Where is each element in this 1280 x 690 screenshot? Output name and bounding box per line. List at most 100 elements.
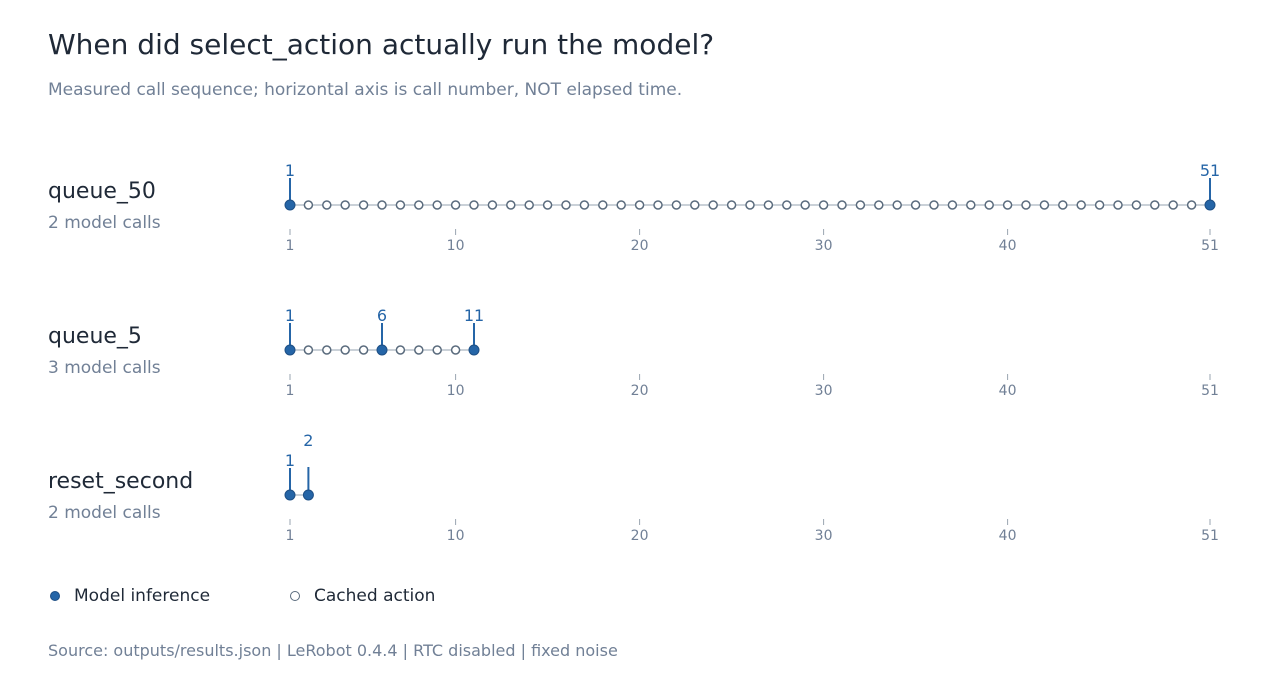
- x-tick-label: 20: [631, 383, 649, 399]
- cached-action-point: [892, 200, 902, 210]
- x-tick-label: 40: [999, 238, 1017, 254]
- row-name: reset_second: [48, 469, 194, 494]
- cached-action-point: [579, 200, 590, 210]
- x-tick-label: 51: [1201, 528, 1219, 544]
- x-tick-label: 40: [999, 383, 1017, 399]
- cached-action-point: [726, 200, 737, 210]
- legend-label-inference: Model inference: [74, 586, 211, 606]
- cached-action-point: [506, 200, 516, 210]
- model-inference-point: [284, 199, 296, 211]
- cached-action-point: [1131, 200, 1142, 210]
- cached-action-point: [1002, 200, 1013, 210]
- inference-call-label: 1: [285, 306, 295, 325]
- cached-action-point: [598, 200, 608, 210]
- x-tick-label: 10: [447, 383, 465, 399]
- x-tick-label: 20: [631, 528, 649, 544]
- cached-action-point: [414, 345, 424, 355]
- chart-title: When did select_action actually run the …: [48, 28, 715, 61]
- row-name: queue_5: [48, 324, 142, 349]
- cached-action-point: [414, 200, 424, 210]
- model-inference-point: [284, 344, 296, 356]
- x-tick-label: 51: [1201, 238, 1219, 254]
- cached-action-point: [690, 200, 700, 210]
- filled-dot-icon: [50, 591, 60, 601]
- cached-action-point: [395, 200, 406, 210]
- cached-action-point: [782, 200, 792, 210]
- cached-action-point: [1168, 200, 1178, 210]
- cached-action-point: [929, 200, 939, 210]
- inference-call-label: 51: [1200, 161, 1220, 180]
- x-tick-label: 30: [815, 528, 833, 544]
- cached-action-point: [469, 200, 479, 210]
- cached-action-point: [745, 200, 755, 210]
- cached-action-point: [763, 200, 774, 210]
- x-tick-label: 10: [447, 238, 465, 254]
- x-tick-label: 1: [286, 238, 295, 254]
- cached-action-point: [432, 200, 442, 210]
- row-summary: 2 model calls: [48, 503, 161, 523]
- cached-action-point: [303, 345, 314, 355]
- cached-action-point: [874, 200, 884, 210]
- model-inference-point: [302, 489, 314, 501]
- call-sequence-chart: 1 10 20 30 40 511 511 10 20 30 40 511 6 111 10 20 30 40 51…: [284, 161, 1220, 544]
- model-inference-point: [468, 344, 480, 356]
- cached-action-point: [855, 200, 866, 210]
- x-tick-label: 40: [999, 528, 1017, 544]
- cached-action-point: [818, 200, 829, 210]
- model-inference-point: [284, 489, 296, 501]
- cached-action-point: [358, 345, 369, 355]
- cached-action-point: [910, 200, 921, 210]
- legend: Model inference Cached action: [48, 586, 648, 610]
- x-tick-label: 1: [286, 528, 295, 544]
- cached-action-point: [340, 200, 350, 210]
- x-tick-label: 20: [631, 238, 649, 254]
- cached-action-point: [561, 200, 571, 210]
- chart-subtitle: Measured call sequence; horizontal axis …: [48, 80, 683, 100]
- cached-action-point: [450, 345, 461, 355]
- cached-action-point: [947, 200, 958, 210]
- x-tick-label: 30: [815, 383, 833, 399]
- cached-action-point: [340, 345, 350, 355]
- cached-action-point: [984, 200, 994, 210]
- cached-action-point: [303, 200, 314, 210]
- cached-action-point: [1186, 200, 1197, 210]
- cached-action-point: [671, 200, 682, 210]
- cached-action-point: [358, 200, 369, 210]
- x-tick-label: 10: [447, 528, 465, 544]
- x-tick-label: 1: [286, 383, 295, 399]
- cached-action-point: [800, 200, 810, 210]
- hollow-dot-icon: [290, 591, 300, 601]
- model-inference-point: [1204, 199, 1216, 211]
- cached-action-point: [653, 200, 663, 210]
- cached-action-point: [395, 345, 406, 355]
- cached-action-point: [487, 200, 498, 210]
- row-summary: 2 model calls: [48, 213, 161, 233]
- inference-call-label: 11: [464, 306, 484, 325]
- row-summary: 3 model calls: [48, 358, 161, 378]
- x-tick-label: 30: [815, 238, 833, 254]
- x-tick-label: 51: [1201, 383, 1219, 399]
- legend-item-cached: Cached action: [290, 586, 435, 606]
- legend-label-cached: Cached action: [314, 586, 436, 606]
- cached-action-point: [966, 200, 976, 210]
- inference-call-label: 1: [285, 451, 295, 470]
- inference-call-label: 1: [285, 161, 295, 180]
- cached-action-point: [1076, 200, 1086, 210]
- cached-action-point: [322, 345, 332, 355]
- cached-action-point: [616, 200, 626, 210]
- cached-action-point: [1150, 200, 1160, 210]
- row-name: queue_50: [48, 179, 156, 204]
- cached-action-point: [450, 200, 461, 210]
- inference-call-label: 6: [377, 306, 387, 325]
- cached-action-point: [432, 345, 442, 355]
- cached-action-point: [1039, 200, 1050, 210]
- inference-call-label: 2: [303, 431, 313, 450]
- source-note: Source: outputs/results.json | LeRobot 0…: [48, 641, 618, 660]
- cached-action-point: [1113, 200, 1123, 210]
- cached-action-point: [1094, 200, 1105, 210]
- cached-action-point: [1021, 200, 1031, 210]
- cached-action-point: [837, 200, 847, 210]
- cached-action-point: [524, 200, 534, 210]
- cached-action-point: [322, 200, 332, 210]
- cached-action-point: [1058, 200, 1068, 210]
